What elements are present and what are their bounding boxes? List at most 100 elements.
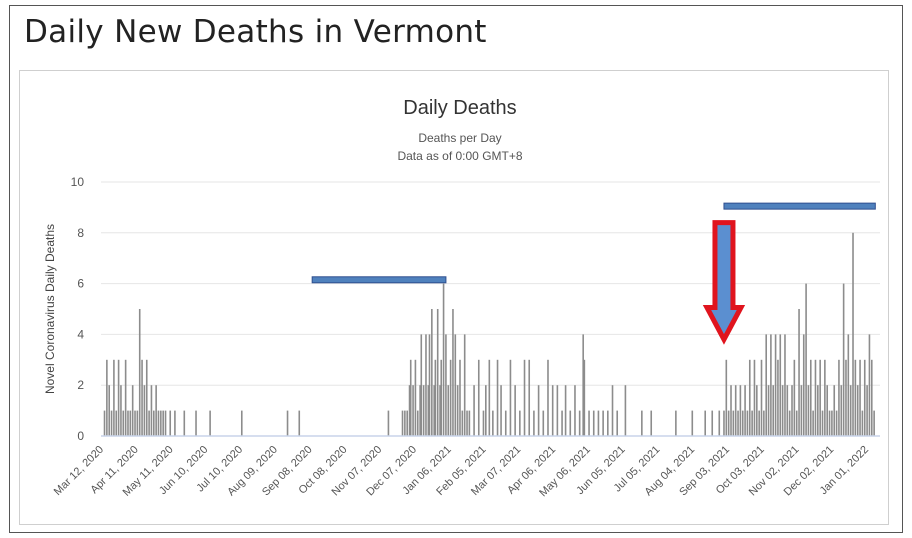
bar bbox=[131, 385, 134, 436]
bar bbox=[817, 385, 819, 436]
bar bbox=[456, 385, 459, 436]
bar bbox=[711, 410, 714, 436]
bar bbox=[826, 385, 829, 436]
bar bbox=[763, 410, 765, 436]
bar bbox=[805, 283, 807, 436]
chart-data-note: Data as of 0:00 GMT+8 bbox=[397, 149, 523, 163]
bar bbox=[807, 385, 810, 436]
bar bbox=[442, 283, 445, 436]
bar bbox=[141, 359, 143, 436]
bar bbox=[459, 359, 461, 436]
bar bbox=[607, 410, 609, 436]
bar bbox=[416, 410, 419, 436]
bar bbox=[537, 385, 540, 436]
bar bbox=[286, 410, 289, 436]
bar bbox=[514, 385, 516, 436]
bar bbox=[445, 334, 447, 436]
bar bbox=[732, 410, 735, 436]
bar bbox=[436, 309, 439, 436]
bar bbox=[440, 359, 443, 436]
bar bbox=[145, 359, 148, 436]
bar bbox=[401, 410, 404, 436]
bar bbox=[103, 410, 106, 436]
bar bbox=[466, 410, 468, 436]
bar bbox=[748, 359, 751, 436]
chart-subtitle: Deaths per Day bbox=[418, 131, 502, 145]
bar bbox=[420, 334, 423, 436]
bar bbox=[431, 309, 433, 436]
bar bbox=[519, 410, 521, 436]
bar bbox=[427, 385, 430, 436]
bar bbox=[784, 334, 786, 436]
bar bbox=[449, 359, 452, 436]
bar bbox=[831, 410, 833, 436]
bar bbox=[730, 385, 732, 436]
bar bbox=[753, 359, 756, 436]
y-axis-ticks: 0 2 4 6 8 10 bbox=[71, 175, 85, 443]
bar bbox=[169, 410, 172, 436]
y-tick-label: 4 bbox=[77, 327, 84, 341]
bar bbox=[422, 385, 425, 436]
bar bbox=[412, 385, 414, 436]
bar bbox=[582, 334, 584, 436]
bar bbox=[756, 385, 758, 436]
bar bbox=[164, 410, 167, 436]
bar bbox=[551, 385, 554, 436]
bar bbox=[117, 359, 120, 436]
bar bbox=[854, 359, 857, 436]
bar bbox=[723, 410, 725, 436]
bar bbox=[533, 410, 535, 436]
bar bbox=[812, 410, 814, 436]
bar bbox=[473, 385, 475, 436]
bar bbox=[788, 410, 791, 436]
bar bbox=[845, 359, 847, 436]
bar bbox=[840, 385, 843, 436]
bar bbox=[485, 385, 487, 436]
bar bbox=[772, 385, 775, 436]
bar bbox=[842, 283, 845, 436]
bar bbox=[774, 334, 777, 436]
bar bbox=[624, 385, 627, 436]
bar bbox=[779, 334, 782, 436]
bar bbox=[873, 410, 875, 436]
bar bbox=[504, 410, 507, 436]
bar bbox=[433, 385, 435, 436]
bar bbox=[414, 359, 417, 436]
bar bbox=[387, 410, 390, 436]
bar bbox=[152, 410, 155, 436]
bar bbox=[129, 410, 132, 436]
bar bbox=[611, 385, 614, 436]
bar bbox=[542, 410, 545, 436]
bar bbox=[162, 410, 164, 436]
bar bbox=[110, 410, 113, 436]
bar-series bbox=[103, 232, 875, 436]
bar bbox=[758, 410, 760, 436]
bar bbox=[404, 410, 406, 436]
bar bbox=[828, 410, 831, 436]
bar bbox=[786, 385, 789, 436]
bar bbox=[547, 359, 549, 436]
bar bbox=[425, 334, 427, 436]
bar bbox=[461, 410, 464, 436]
bar bbox=[134, 410, 136, 436]
bar bbox=[746, 410, 749, 436]
bar bbox=[439, 385, 441, 436]
bar bbox=[859, 359, 861, 436]
bar bbox=[127, 410, 129, 436]
bar bbox=[434, 359, 437, 436]
bar bbox=[739, 385, 742, 436]
bar bbox=[240, 410, 243, 436]
bar bbox=[856, 385, 859, 436]
bar bbox=[866, 385, 868, 436]
bar bbox=[802, 334, 805, 436]
bar bbox=[650, 410, 653, 436]
bar bbox=[718, 410, 721, 436]
bar bbox=[798, 309, 800, 436]
bar bbox=[819, 359, 821, 436]
bar bbox=[588, 410, 590, 436]
bar bbox=[861, 410, 864, 436]
y-tick-label: 2 bbox=[77, 378, 84, 392]
bar bbox=[496, 359, 499, 436]
bar bbox=[122, 410, 125, 436]
